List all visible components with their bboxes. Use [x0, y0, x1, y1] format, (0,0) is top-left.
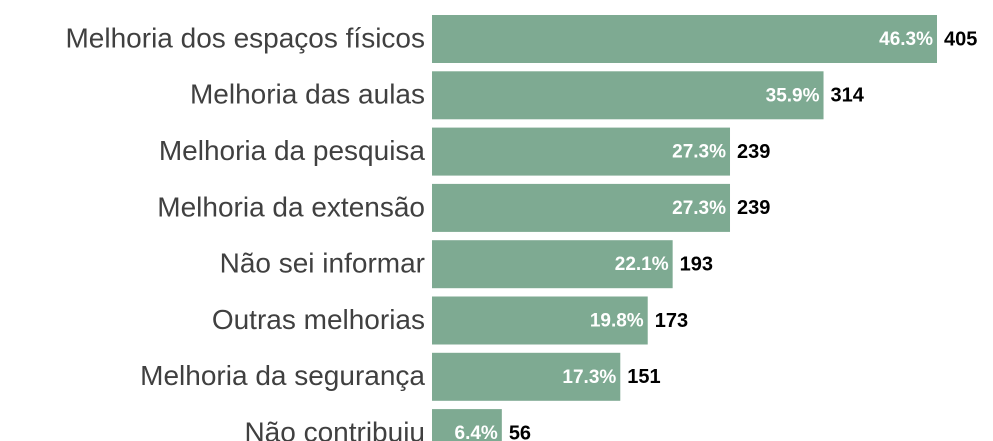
value-label: 151	[627, 366, 660, 388]
category-label: Outras melhorias	[212, 304, 425, 335]
bar	[432, 71, 824, 120]
value-label: 405	[944, 28, 977, 50]
value-label: 314	[831, 85, 865, 107]
value-label: 173	[655, 310, 688, 332]
bar	[432, 183, 731, 232]
value-label: 56	[509, 422, 531, 441]
value-label: 239	[737, 141, 770, 163]
bar	[432, 240, 673, 289]
percent-label: 35.9%	[766, 85, 820, 106]
percent-label: 6.4%	[455, 423, 498, 441]
percent-label: 46.3%	[879, 29, 933, 50]
percent-label: 19.8%	[590, 311, 644, 332]
value-label: 193	[680, 253, 713, 275]
percent-label: 17.3%	[562, 367, 616, 388]
bar	[432, 409, 502, 441]
category-label: Melhoria da segurança	[140, 360, 425, 391]
percent-label: 27.3%	[672, 142, 726, 163]
category-label: Não sei informar	[220, 248, 425, 279]
category-label: Melhoria dos espaços físicos	[65, 22, 425, 53]
percent-label: 27.3%	[672, 198, 726, 219]
value-label: 239	[737, 197, 770, 219]
bar	[432, 127, 731, 176]
bar	[432, 15, 937, 63]
bar	[432, 296, 648, 345]
category-label: Melhoria das aulas	[190, 79, 425, 110]
category-label: Melhoria da pesquisa	[159, 135, 426, 166]
category-label: Não contribuiu	[244, 416, 425, 441]
category-label: Melhoria da extensão	[157, 191, 425, 222]
bar	[432, 352, 621, 401]
percent-label: 22.1%	[615, 254, 669, 275]
